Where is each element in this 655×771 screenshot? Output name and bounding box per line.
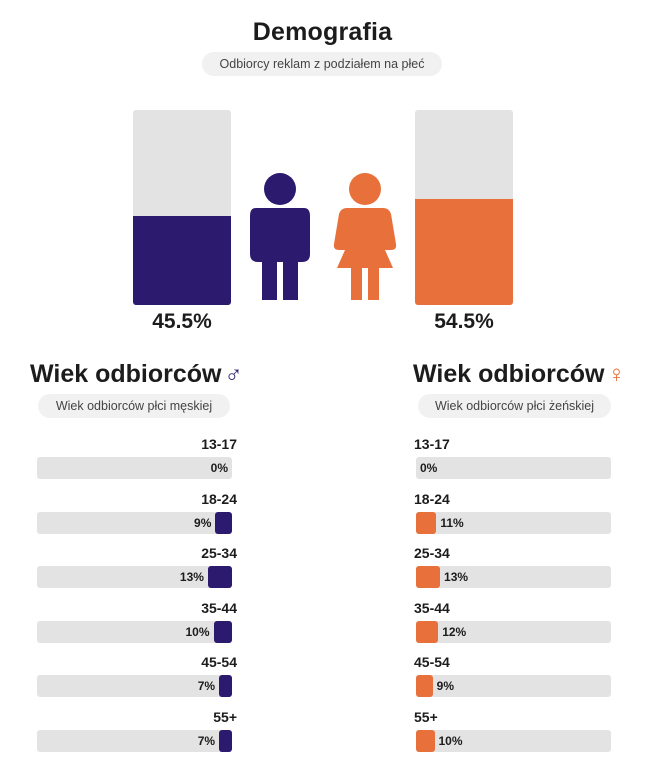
male-age-value: 0% bbox=[210, 461, 228, 475]
male-age-track: 10% bbox=[37, 620, 232, 643]
male-share-fill bbox=[133, 216, 231, 305]
male-age-value: 7% bbox=[197, 679, 216, 694]
female-age-label: 18-24 bbox=[414, 490, 450, 507]
male-age-value: 7% bbox=[197, 734, 216, 748]
male-age-track: 13% bbox=[37, 566, 232, 589]
male-age-track: 7% bbox=[37, 730, 232, 752]
female-age-bar bbox=[416, 620, 439, 643]
female-age-title: Wiek odbiorców ♀ bbox=[413, 360, 625, 389]
male-age-value: 10% bbox=[185, 624, 210, 639]
male-age-label: 45-54 bbox=[201, 654, 237, 671]
male-age-bar bbox=[219, 675, 232, 698]
female-age-label: 55+ bbox=[414, 709, 438, 725]
male-age-value: 9% bbox=[194, 515, 212, 530]
female-age-value: 11% bbox=[440, 515, 464, 530]
male-age-track: 0% bbox=[37, 457, 232, 479]
female-share-fill bbox=[415, 198, 513, 305]
male-age-track: 7% bbox=[37, 675, 232, 698]
female-age-bar bbox=[416, 511, 437, 534]
male-age-label: 55+ bbox=[213, 709, 237, 725]
male-age-subtitle: Wiek odbiorców płci męskiej bbox=[38, 394, 230, 418]
male-age-bar bbox=[207, 566, 232, 589]
male-age-bar bbox=[219, 730, 232, 752]
female-age-value: 10% bbox=[438, 734, 463, 748]
male-age-track: 9% bbox=[37, 511, 232, 534]
female-age-label: 25-34 bbox=[414, 545, 450, 562]
page-title: Demografia bbox=[252, 18, 393, 46]
male-age-value: 13% bbox=[179, 570, 204, 585]
female-age-value: 0% bbox=[420, 461, 438, 475]
male-age-title: Wiek odbiorców ♂ bbox=[30, 360, 242, 389]
male-share-bar bbox=[133, 110, 231, 305]
male-age-label: 13-17 bbox=[201, 436, 237, 452]
female-age-title-text: Wiek odbiorców bbox=[413, 360, 605, 388]
female-share-label: 54.5% bbox=[434, 310, 494, 333]
female-age-bar bbox=[416, 675, 433, 698]
male-age-label: 18-24 bbox=[201, 490, 237, 507]
female-age-value: 9% bbox=[436, 679, 454, 694]
female-age-track: 10% bbox=[416, 730, 611, 752]
female-age-track: 13% bbox=[416, 566, 611, 589]
female-figure-icon bbox=[333, 173, 397, 300]
female-age-bar bbox=[416, 566, 441, 589]
female-age-track: 0% bbox=[416, 457, 611, 479]
female-age-value: 13% bbox=[444, 570, 469, 585]
female-age-bar bbox=[416, 730, 435, 752]
male-figure-icon bbox=[250, 173, 310, 300]
male-age-bar bbox=[215, 511, 232, 534]
female-age-subtitle: Wiek odbiorców płci żeńskiej bbox=[418, 394, 611, 418]
male-age-label: 25-34 bbox=[201, 545, 237, 562]
female-age-label: 13-17 bbox=[414, 436, 450, 452]
female-age-label: 45-54 bbox=[414, 654, 450, 671]
female-age-track: 12% bbox=[416, 620, 611, 643]
male-age-title-text: Wiek odbiorców bbox=[30, 360, 222, 388]
female-age-track: 11% bbox=[416, 511, 611, 534]
female-age-value: 12% bbox=[442, 624, 467, 639]
male-age-label: 35-44 bbox=[201, 599, 237, 616]
female-age-label: 35-44 bbox=[414, 599, 450, 616]
female-symbol-icon: ♀ bbox=[607, 360, 626, 388]
female-age-track: 9% bbox=[416, 675, 611, 698]
male-share-label: 45.5% bbox=[152, 310, 212, 333]
male-age-bar bbox=[213, 620, 232, 643]
male-symbol-icon: ♂ bbox=[224, 360, 243, 388]
female-share-bar bbox=[415, 110, 513, 305]
page-subtitle: Odbiorcy reklam z podziałem na płeć bbox=[202, 52, 442, 76]
